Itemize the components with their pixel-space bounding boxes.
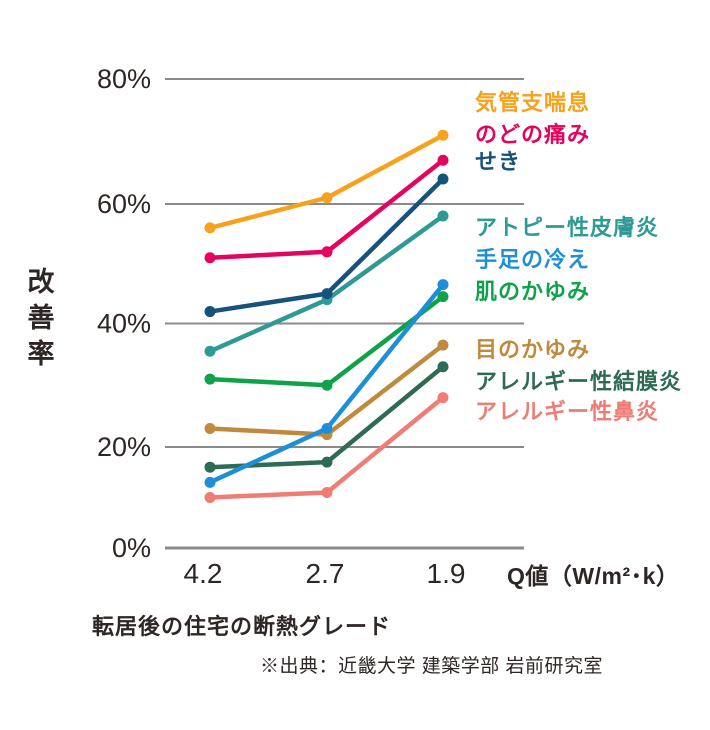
- data-point-手足の冷え: [204, 476, 216, 488]
- y-axis-label: 改善率: [26, 264, 56, 372]
- x-tick-1.9: 1.9: [427, 558, 466, 589]
- data-point-アトピー性皮膚炎: [204, 345, 216, 357]
- data-point-アレルギー性結膜炎: [204, 461, 216, 473]
- data-point-のどの痛み: [437, 154, 449, 166]
- x-tick-4.2: 4.2: [184, 558, 223, 589]
- data-point-肌のかゆみ: [204, 373, 216, 385]
- source-note: ※出典：近畿大学 建築学部 岩前研究室: [260, 656, 604, 677]
- y-axis-label-char: 善: [27, 303, 55, 333]
- y-axis-label-char: 率: [27, 339, 55, 369]
- y-tick-60%: 60%: [97, 189, 151, 219]
- data-point-目のかゆみ: [204, 422, 216, 434]
- data-point-気管支喘息: [321, 192, 333, 204]
- data-point-アレルギー性鼻炎: [321, 486, 333, 498]
- data-point-気管支喘息: [204, 222, 216, 234]
- data-point-手足の冷え: [437, 279, 449, 291]
- x-tick-2.7: 2.7: [306, 558, 345, 589]
- y-tick-40%: 40%: [97, 309, 151, 339]
- data-point-せき: [204, 306, 216, 318]
- data-point-のどの痛み: [204, 252, 216, 264]
- x-axis-title: 転居後の住宅の断熱グレード: [92, 614, 392, 639]
- y-tick-20%: 20%: [97, 432, 151, 462]
- data-point-アレルギー性鼻炎: [437, 392, 449, 404]
- data-point-アトピー性皮膚炎: [437, 210, 449, 222]
- data-point-アレルギー性結膜炎: [437, 361, 449, 373]
- data-point-手足の冷え: [321, 422, 333, 434]
- data-point-目のかゆみ: [437, 339, 449, 351]
- data-point-気管支喘息: [437, 129, 449, 141]
- y-tick-80%: 80%: [97, 64, 151, 94]
- data-point-のどの痛み: [321, 246, 333, 258]
- data-point-肌のかゆみ: [437, 291, 449, 303]
- data-point-アレルギー性結膜炎: [321, 456, 333, 468]
- y-tick-0%: 0%: [112, 533, 151, 563]
- data-point-アレルギー性鼻炎: [204, 492, 216, 503]
- data-point-せき: [437, 173, 449, 185]
- x-axis-unit-label: Q値（W/m²･k）: [507, 563, 680, 589]
- data-point-せき: [321, 288, 333, 300]
- y-axis-label-char: 改: [27, 267, 55, 297]
- data-point-肌のかゆみ: [321, 379, 333, 391]
